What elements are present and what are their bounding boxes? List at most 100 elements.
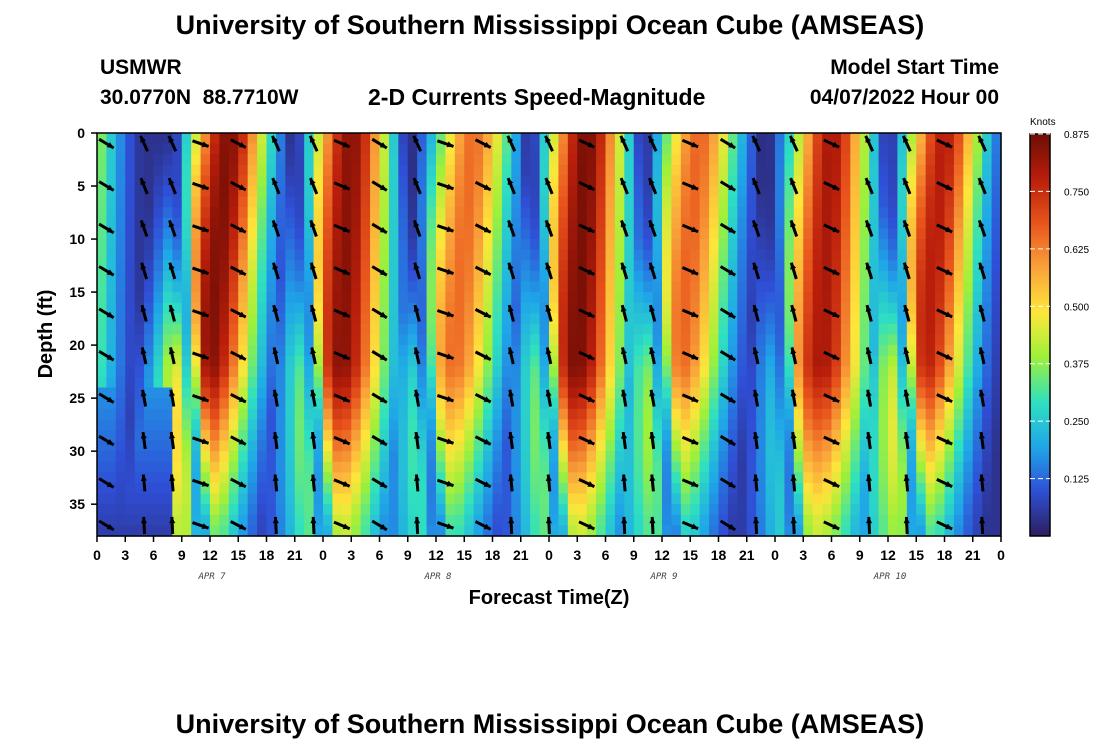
heatmap-cell: [360, 175, 371, 187]
heatmap-cell: [840, 143, 851, 155]
heatmap-cell: [878, 440, 889, 452]
heatmap-cell: [614, 133, 625, 145]
heatmap-cell: [520, 334, 531, 346]
colorbar-label: Knots: [1030, 117, 1056, 128]
heatmap-cell: [765, 154, 776, 166]
heatmap-cell: [266, 482, 277, 495]
heatmap-cell: [765, 504, 776, 516]
heatmap-cell: [709, 398, 720, 410]
heatmap-cell: [323, 504, 334, 516]
heatmap-cell: [756, 451, 767, 463]
current-arrow: [751, 219, 761, 238]
heatmap-cell: [445, 228, 456, 240]
heatmap-cell: [727, 207, 738, 219]
heatmap-cell: [718, 440, 729, 452]
heatmap-cell: [473, 504, 484, 516]
heatmap-cell: [153, 217, 164, 230]
heatmap-cell: [765, 313, 776, 325]
heatmap-cell: [144, 461, 155, 473]
heatmap-cell: [539, 376, 550, 389]
heatmap-cell: [219, 334, 230, 346]
heatmap-cell: [878, 334, 889, 346]
heatmap-cell: [454, 493, 465, 505]
heatmap-cell: [313, 281, 324, 293]
heatmap-cell: [624, 133, 635, 145]
heatmap-cell: [501, 376, 512, 389]
heatmap-cell: [370, 143, 381, 155]
heatmap-cell: [134, 302, 145, 314]
heatmap-cell: [831, 504, 842, 516]
heatmap-cell: [125, 493, 136, 505]
heatmap-cell: [567, 525, 578, 537]
heatmap-cell: [473, 493, 484, 505]
heatmap-cell: [106, 133, 117, 145]
heatmap-cell: [727, 482, 738, 495]
heatmap-cell: [897, 228, 908, 240]
current-arrow: [272, 389, 279, 407]
heatmap-cell: [567, 376, 578, 389]
heatmap-cell: [859, 270, 870, 283]
heatmap-cell: [925, 408, 936, 420]
heatmap-cell: [144, 504, 155, 516]
heatmap-cell: [294, 313, 305, 325]
heatmap-cell: [294, 175, 305, 187]
heatmap-cell: [238, 260, 249, 272]
heatmap-cell: [323, 366, 334, 378]
heatmap-cell: [200, 302, 211, 314]
heatmap-cell: [153, 164, 164, 177]
heatmap-cell: [257, 345, 268, 357]
heatmap-cell: [162, 239, 173, 251]
current-arrow: [192, 181, 210, 191]
current-arrow: [309, 304, 318, 322]
heatmap-cell: [294, 154, 305, 166]
heatmap-cell: [464, 228, 475, 240]
heatmap-cell: [294, 186, 305, 198]
heatmap-cell: [680, 472, 691, 484]
heatmap-cell: [323, 270, 334, 283]
heatmap-cell: [577, 133, 588, 145]
heatmap-cell: [614, 228, 625, 240]
heatmap-cell: [963, 292, 974, 304]
heatmap-cell: [840, 334, 851, 346]
heatmap-cell: [454, 376, 465, 389]
heatmap-cell: [125, 270, 136, 283]
heatmap-cell: [737, 461, 748, 473]
heatmap-cell: [351, 175, 362, 187]
heatmap-cell: [153, 440, 164, 452]
heatmap-cell: [332, 514, 343, 526]
heatmap-cell: [803, 504, 814, 516]
heatmap-cell: [690, 408, 701, 420]
heatmap-cell: [953, 429, 964, 442]
heatmap-cell: [313, 143, 324, 155]
heatmap-cell: [417, 419, 428, 431]
heatmap-cell: [718, 504, 729, 516]
heatmap-cell: [332, 239, 343, 251]
heatmap-cell: [916, 461, 927, 473]
heatmap-cell: [680, 302, 691, 314]
heatmap-cell: [445, 419, 456, 431]
heatmap-cell: [492, 249, 503, 261]
heatmap-cell: [577, 376, 588, 389]
heatmap-cell: [398, 334, 409, 346]
heatmap-cell: [181, 355, 192, 367]
heatmap-cell: [257, 514, 268, 526]
heatmap-cell: [652, 164, 663, 177]
heatmap-cell: [445, 154, 456, 166]
heatmap-cell: [219, 281, 230, 293]
heatmap-cell: [633, 504, 644, 516]
heatmap-cell: [633, 207, 644, 219]
heatmap-cell: [115, 387, 126, 399]
heatmap-cell: [332, 504, 343, 516]
heatmap-cell: [341, 355, 352, 367]
heatmap-cell: [313, 292, 324, 304]
heatmap-cell: [181, 493, 192, 505]
heatmap-cell: [614, 196, 625, 208]
heatmap-cell: [671, 440, 682, 452]
heatmap-cell: [746, 260, 757, 272]
heatmap-cell: [888, 302, 899, 314]
heatmap-cell: [878, 514, 889, 526]
heatmap-cell: [812, 239, 823, 251]
heatmap-cell: [869, 376, 880, 389]
heatmap-cell: [520, 302, 531, 314]
heatmap-cell: [633, 440, 644, 452]
